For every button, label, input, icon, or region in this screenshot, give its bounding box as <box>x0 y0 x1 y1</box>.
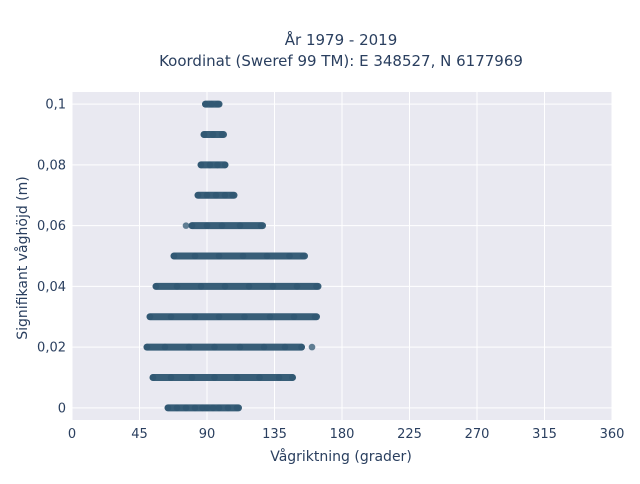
data-point <box>173 283 181 290</box>
data-point <box>202 100 209 108</box>
x-tick-labels: 0 45 90 135 180 225 270 315 360 <box>68 427 625 442</box>
y-tick-label: 0,04 <box>37 280 66 295</box>
data-point <box>146 313 154 321</box>
data-point <box>214 161 221 169</box>
data-point <box>229 191 236 199</box>
data-point <box>200 131 208 138</box>
data-point <box>197 283 205 290</box>
data-point <box>203 222 211 229</box>
data-point <box>215 313 223 321</box>
data-point <box>164 404 172 412</box>
data-point <box>313 283 320 290</box>
data-point <box>299 252 307 260</box>
y-tick-label: 0 <box>58 401 66 416</box>
data-point <box>311 313 319 321</box>
y-axis-label: Signifikant våghöjd (m) <box>14 176 31 339</box>
data-point <box>209 404 217 412</box>
data-point <box>215 252 223 260</box>
y-tick-labels: 0 0,02 0,04 0,06 0,08 0,1 <box>37 98 66 417</box>
data-point <box>212 191 220 199</box>
data-point <box>269 283 277 290</box>
data-point <box>188 222 196 229</box>
y-tick-label: 0,08 <box>37 158 66 173</box>
data-point <box>218 222 226 229</box>
x-axis-label: Vågriktning (grader) <box>270 448 412 465</box>
data-point <box>194 191 202 199</box>
y-tick-label: 0,1 <box>45 98 66 113</box>
data-point <box>233 374 241 381</box>
data-point <box>209 131 217 138</box>
data-point <box>211 374 218 381</box>
data-point <box>203 404 211 412</box>
x-tick-label: 180 <box>330 427 355 442</box>
data-point <box>286 252 293 260</box>
data-point <box>218 131 226 138</box>
data-point <box>191 404 199 412</box>
grid-lines <box>71 92 613 420</box>
data-point <box>173 404 181 412</box>
data-point <box>236 343 244 351</box>
data-point <box>152 283 160 290</box>
data-point <box>233 404 241 412</box>
data-point <box>245 283 253 290</box>
x-tick-label: 0 <box>68 427 76 442</box>
data-point <box>298 343 305 351</box>
x-tick-label: 270 <box>465 427 490 442</box>
data-point <box>167 374 175 381</box>
data-point <box>266 313 274 321</box>
data-point <box>182 404 190 412</box>
data-point <box>221 283 229 290</box>
data-point <box>182 222 190 229</box>
x-tick-label: 45 <box>131 427 148 442</box>
data-point <box>224 404 232 412</box>
x-tick-label: 225 <box>397 427 422 442</box>
x-tick-label: 360 <box>600 427 625 442</box>
data-point <box>191 252 199 260</box>
data-point <box>188 374 196 381</box>
data-point <box>236 222 244 229</box>
chart-title-line1: År 1979 - 2019 <box>285 30 398 49</box>
x-tick-label: 315 <box>532 427 557 442</box>
data-point <box>143 343 151 351</box>
data-point <box>293 283 301 290</box>
data-point <box>289 374 296 381</box>
data-point <box>239 252 247 260</box>
data-points <box>143 100 320 412</box>
data-point <box>167 313 175 321</box>
y-tick-label: 0,02 <box>37 341 66 356</box>
data-point <box>263 252 271 260</box>
data-point <box>290 313 298 321</box>
chart-title-line2: Koordinat (Sweref 99 TM): E 348527, N 61… <box>159 52 523 70</box>
data-point <box>170 252 178 260</box>
data-point <box>215 404 223 412</box>
data-point <box>149 374 157 381</box>
data-point <box>197 161 205 169</box>
data-point <box>214 100 221 108</box>
data-point <box>206 161 214 169</box>
x-tick-label: 90 <box>199 427 216 442</box>
data-point <box>161 343 169 351</box>
data-point <box>281 343 289 351</box>
data-point <box>185 343 193 351</box>
data-point <box>208 100 215 108</box>
data-point <box>275 374 283 381</box>
data-point <box>211 343 218 351</box>
data-point <box>221 191 229 199</box>
data-point <box>256 374 263 381</box>
y-tick-label: 0,06 <box>37 219 66 234</box>
data-point <box>221 161 229 169</box>
data-point <box>241 313 248 321</box>
data-point <box>260 343 268 351</box>
data-point <box>203 191 211 199</box>
x-tick-label: 135 <box>262 427 287 442</box>
data-point <box>191 313 199 321</box>
data-point <box>308 343 316 351</box>
data-point <box>257 222 265 229</box>
